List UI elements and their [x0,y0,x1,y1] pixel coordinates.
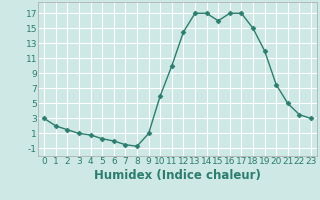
X-axis label: Humidex (Indice chaleur): Humidex (Indice chaleur) [94,169,261,182]
